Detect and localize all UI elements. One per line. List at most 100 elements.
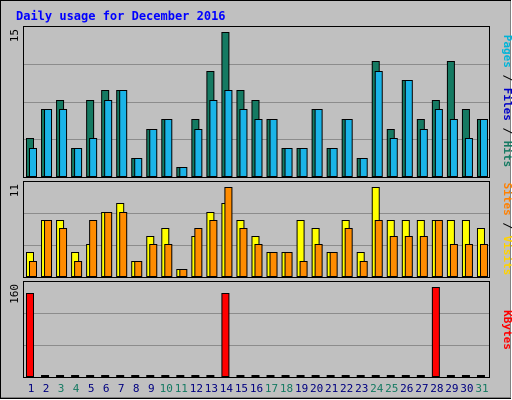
bar-kbytes-day-1 bbox=[26, 293, 34, 377]
bar-kbytes-day-3 bbox=[56, 375, 65, 377]
day-label-9: 9 bbox=[148, 382, 155, 395]
bar-sites-day-19 bbox=[299, 261, 308, 277]
bar-sites-day-28 bbox=[434, 220, 443, 277]
bar-sites-day-16 bbox=[254, 244, 263, 277]
bar-kbytes-day-19 bbox=[296, 375, 305, 377]
bar-files-day-17 bbox=[269, 119, 278, 177]
day-label-21: 21 bbox=[325, 382, 338, 395]
bar-kbytes-day-15 bbox=[236, 375, 245, 377]
day-label-23: 23 bbox=[355, 382, 368, 395]
bar-files-day-12 bbox=[194, 129, 203, 177]
bar-kbytes-day-25 bbox=[386, 375, 395, 377]
day-label-19: 19 bbox=[295, 382, 308, 395]
side-label-part: Sites bbox=[501, 183, 512, 216]
bar-sites-day-2 bbox=[44, 220, 53, 277]
bar-files-day-24 bbox=[374, 71, 383, 177]
day-label-7: 7 bbox=[118, 382, 125, 395]
bar-sites-day-26 bbox=[404, 236, 413, 277]
bar-files-day-27 bbox=[419, 129, 428, 177]
bar-kbytes-day-6 bbox=[101, 375, 110, 377]
bar-files-day-29 bbox=[449, 119, 458, 177]
bar-files-day-7 bbox=[119, 90, 128, 177]
bar-kbytes-day-2 bbox=[41, 375, 50, 377]
bar-sites-day-12 bbox=[194, 228, 203, 277]
bar-kbytes-day-12 bbox=[191, 375, 200, 377]
bar-files-day-9 bbox=[149, 129, 158, 177]
bar-kbytes-day-28 bbox=[431, 287, 440, 377]
bar-files-day-11 bbox=[179, 167, 188, 177]
bar-sites-day-20 bbox=[314, 244, 323, 277]
day-label-26: 26 bbox=[400, 382, 413, 395]
day-label-30: 30 bbox=[460, 382, 473, 395]
bar-kbytes-day-10 bbox=[161, 375, 170, 377]
bar-files-day-6 bbox=[104, 100, 113, 177]
bar-files-day-2 bbox=[44, 109, 53, 177]
bar-sites-day-9 bbox=[149, 244, 158, 277]
bar-kbytes-day-18 bbox=[281, 375, 290, 377]
bar-sites-day-3 bbox=[59, 228, 68, 277]
bar-sites-day-13 bbox=[209, 220, 218, 277]
bar-files-day-22 bbox=[344, 119, 353, 177]
day-label-3: 3 bbox=[58, 382, 65, 395]
bar-files-day-21 bbox=[329, 148, 338, 177]
bar-files-day-10 bbox=[164, 119, 173, 177]
bar-sites-day-18 bbox=[284, 252, 293, 277]
day-label-16: 16 bbox=[250, 382, 263, 395]
bar-kbytes-day-26 bbox=[401, 375, 410, 377]
day-label-4: 4 bbox=[73, 382, 80, 395]
bar-sites-day-7 bbox=[119, 212, 128, 277]
side-label-part: Pages bbox=[501, 35, 512, 68]
bar-files-day-13 bbox=[209, 100, 218, 177]
day-label-12: 12 bbox=[190, 382, 203, 395]
bar-sites-day-21 bbox=[329, 252, 338, 277]
bar-sites-day-11 bbox=[179, 269, 188, 277]
x-axis-day-labels: 1 2 3 4 5 6 7 8 9 10 11 12 13 14 15 16 17 18 19 20 21 22 23 24 2… bbox=[28, 382, 489, 395]
bar-sites-day-15 bbox=[239, 228, 248, 277]
bar-files-day-18 bbox=[284, 148, 293, 177]
panel-bot-frame bbox=[23, 281, 490, 378]
bar-kbytes-day-8 bbox=[131, 375, 140, 377]
bar-kbytes-day-7 bbox=[116, 375, 125, 377]
bar-files-day-19 bbox=[299, 148, 308, 177]
bar-files-day-16 bbox=[254, 119, 263, 177]
day-label-20: 20 bbox=[310, 382, 323, 395]
bar-files-day-20 bbox=[314, 109, 323, 177]
day-label-31: 31 bbox=[475, 382, 488, 395]
bar-sites-day-31 bbox=[479, 244, 488, 277]
bar-files-day-5 bbox=[89, 138, 98, 177]
panel-bot-ymax-label: 160 bbox=[8, 284, 21, 304]
bar-kbytes-day-23 bbox=[356, 375, 365, 377]
side-label-part: Files bbox=[501, 88, 512, 121]
bar-kbytes-day-11 bbox=[176, 375, 185, 377]
bar-sites-day-10 bbox=[164, 244, 173, 277]
bar-sites-day-29 bbox=[449, 244, 458, 277]
bar-kbytes-day-20 bbox=[311, 375, 320, 377]
side-label-part: KBytes bbox=[501, 310, 512, 350]
bar-sites-day-17 bbox=[269, 252, 278, 277]
bar-kbytes-day-9 bbox=[146, 375, 155, 377]
day-label-15: 15 bbox=[235, 382, 248, 395]
bar-sites-day-4 bbox=[74, 261, 83, 277]
bar-kbytes-day-29 bbox=[446, 375, 455, 377]
day-label-8: 8 bbox=[133, 382, 140, 395]
bar-files-day-28 bbox=[434, 109, 443, 177]
day-label-1: 1 bbox=[28, 382, 35, 395]
bar-sites-day-27 bbox=[419, 236, 428, 277]
bar-sites-day-6 bbox=[104, 212, 113, 277]
bar-kbytes-day-22 bbox=[341, 375, 350, 377]
side-label-part: / bbox=[501, 68, 512, 88]
day-label-6: 6 bbox=[103, 382, 110, 395]
bar-sites-day-14 bbox=[224, 187, 233, 277]
bar-kbytes-day-30 bbox=[461, 375, 470, 377]
chart-panels: 15 Pages / Files / Hits 11 Sites / Visits 16… bbox=[8, 26, 512, 378]
day-label-25: 25 bbox=[385, 382, 398, 395]
panel-mid: 11 Sites / Visits bbox=[8, 181, 512, 278]
bar-files-day-30 bbox=[464, 138, 473, 177]
panel-bot-side-label: KBytes bbox=[501, 310, 512, 350]
bar-kbytes-day-21 bbox=[326, 375, 335, 377]
bar-kbytes-day-13 bbox=[206, 375, 215, 377]
panel-mid-side-label: Sites / Visits bbox=[501, 183, 512, 276]
bar-files-day-3 bbox=[59, 109, 68, 177]
bar-kbytes-day-31 bbox=[476, 375, 485, 377]
day-label-11: 11 bbox=[175, 382, 188, 395]
